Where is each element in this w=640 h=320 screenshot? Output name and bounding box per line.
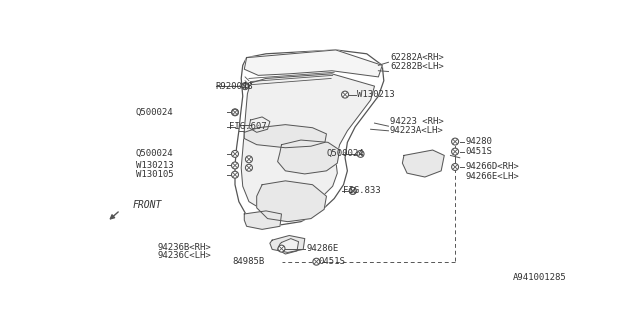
Text: 94236B<RH>: 94236B<RH> [157, 243, 211, 252]
Text: Q500024: Q500024 [326, 149, 364, 158]
Polygon shape [241, 74, 374, 212]
Text: 94286E: 94286E [307, 244, 339, 253]
Circle shape [232, 171, 239, 178]
Polygon shape [235, 50, 384, 225]
Polygon shape [403, 150, 444, 177]
Text: R920048: R920048 [216, 82, 253, 91]
Circle shape [232, 109, 238, 116]
Polygon shape [270, 236, 305, 252]
Text: 94223 <RH>: 94223 <RH> [390, 117, 444, 126]
Text: W130105: W130105 [136, 170, 173, 179]
Text: 94266E<LH>: 94266E<LH> [465, 172, 519, 181]
Text: 62282B<LH>: 62282B<LH> [390, 62, 444, 71]
Circle shape [278, 245, 285, 252]
Circle shape [246, 164, 252, 171]
Circle shape [452, 148, 459, 155]
Text: FIG.833: FIG.833 [344, 186, 381, 195]
Circle shape [232, 150, 239, 157]
Polygon shape [278, 239, 298, 254]
Circle shape [241, 83, 248, 90]
Circle shape [357, 150, 364, 157]
Text: FRONT: FRONT [132, 201, 162, 211]
Text: 0451S: 0451S [465, 147, 492, 156]
Circle shape [246, 156, 252, 163]
Circle shape [232, 162, 239, 169]
Text: 62282A<RH>: 62282A<RH> [390, 53, 444, 62]
Text: W130213: W130213 [136, 161, 173, 170]
Circle shape [342, 91, 349, 98]
Circle shape [232, 109, 239, 116]
Text: FIG.607: FIG.607 [229, 123, 266, 132]
Polygon shape [278, 140, 340, 174]
Circle shape [452, 164, 459, 171]
Text: 84985B: 84985B [232, 257, 264, 266]
Text: Q500024: Q500024 [136, 108, 173, 117]
Polygon shape [257, 181, 326, 222]
Circle shape [313, 258, 320, 265]
Text: 0451S: 0451S [318, 257, 345, 266]
Polygon shape [244, 211, 282, 229]
Text: 94266D<RH>: 94266D<RH> [465, 163, 519, 172]
Polygon shape [244, 50, 382, 77]
Polygon shape [244, 124, 326, 148]
Circle shape [452, 138, 459, 145]
Text: W130213: W130213 [358, 90, 395, 99]
Text: A941001285: A941001285 [513, 273, 566, 282]
Circle shape [242, 83, 248, 89]
Circle shape [349, 188, 356, 194]
Circle shape [349, 188, 356, 194]
Text: 94236C<LH>: 94236C<LH> [157, 251, 211, 260]
Text: 94223A<LH>: 94223A<LH> [390, 126, 444, 135]
Text: 94280: 94280 [465, 137, 492, 146]
Text: Q500024: Q500024 [136, 149, 173, 158]
